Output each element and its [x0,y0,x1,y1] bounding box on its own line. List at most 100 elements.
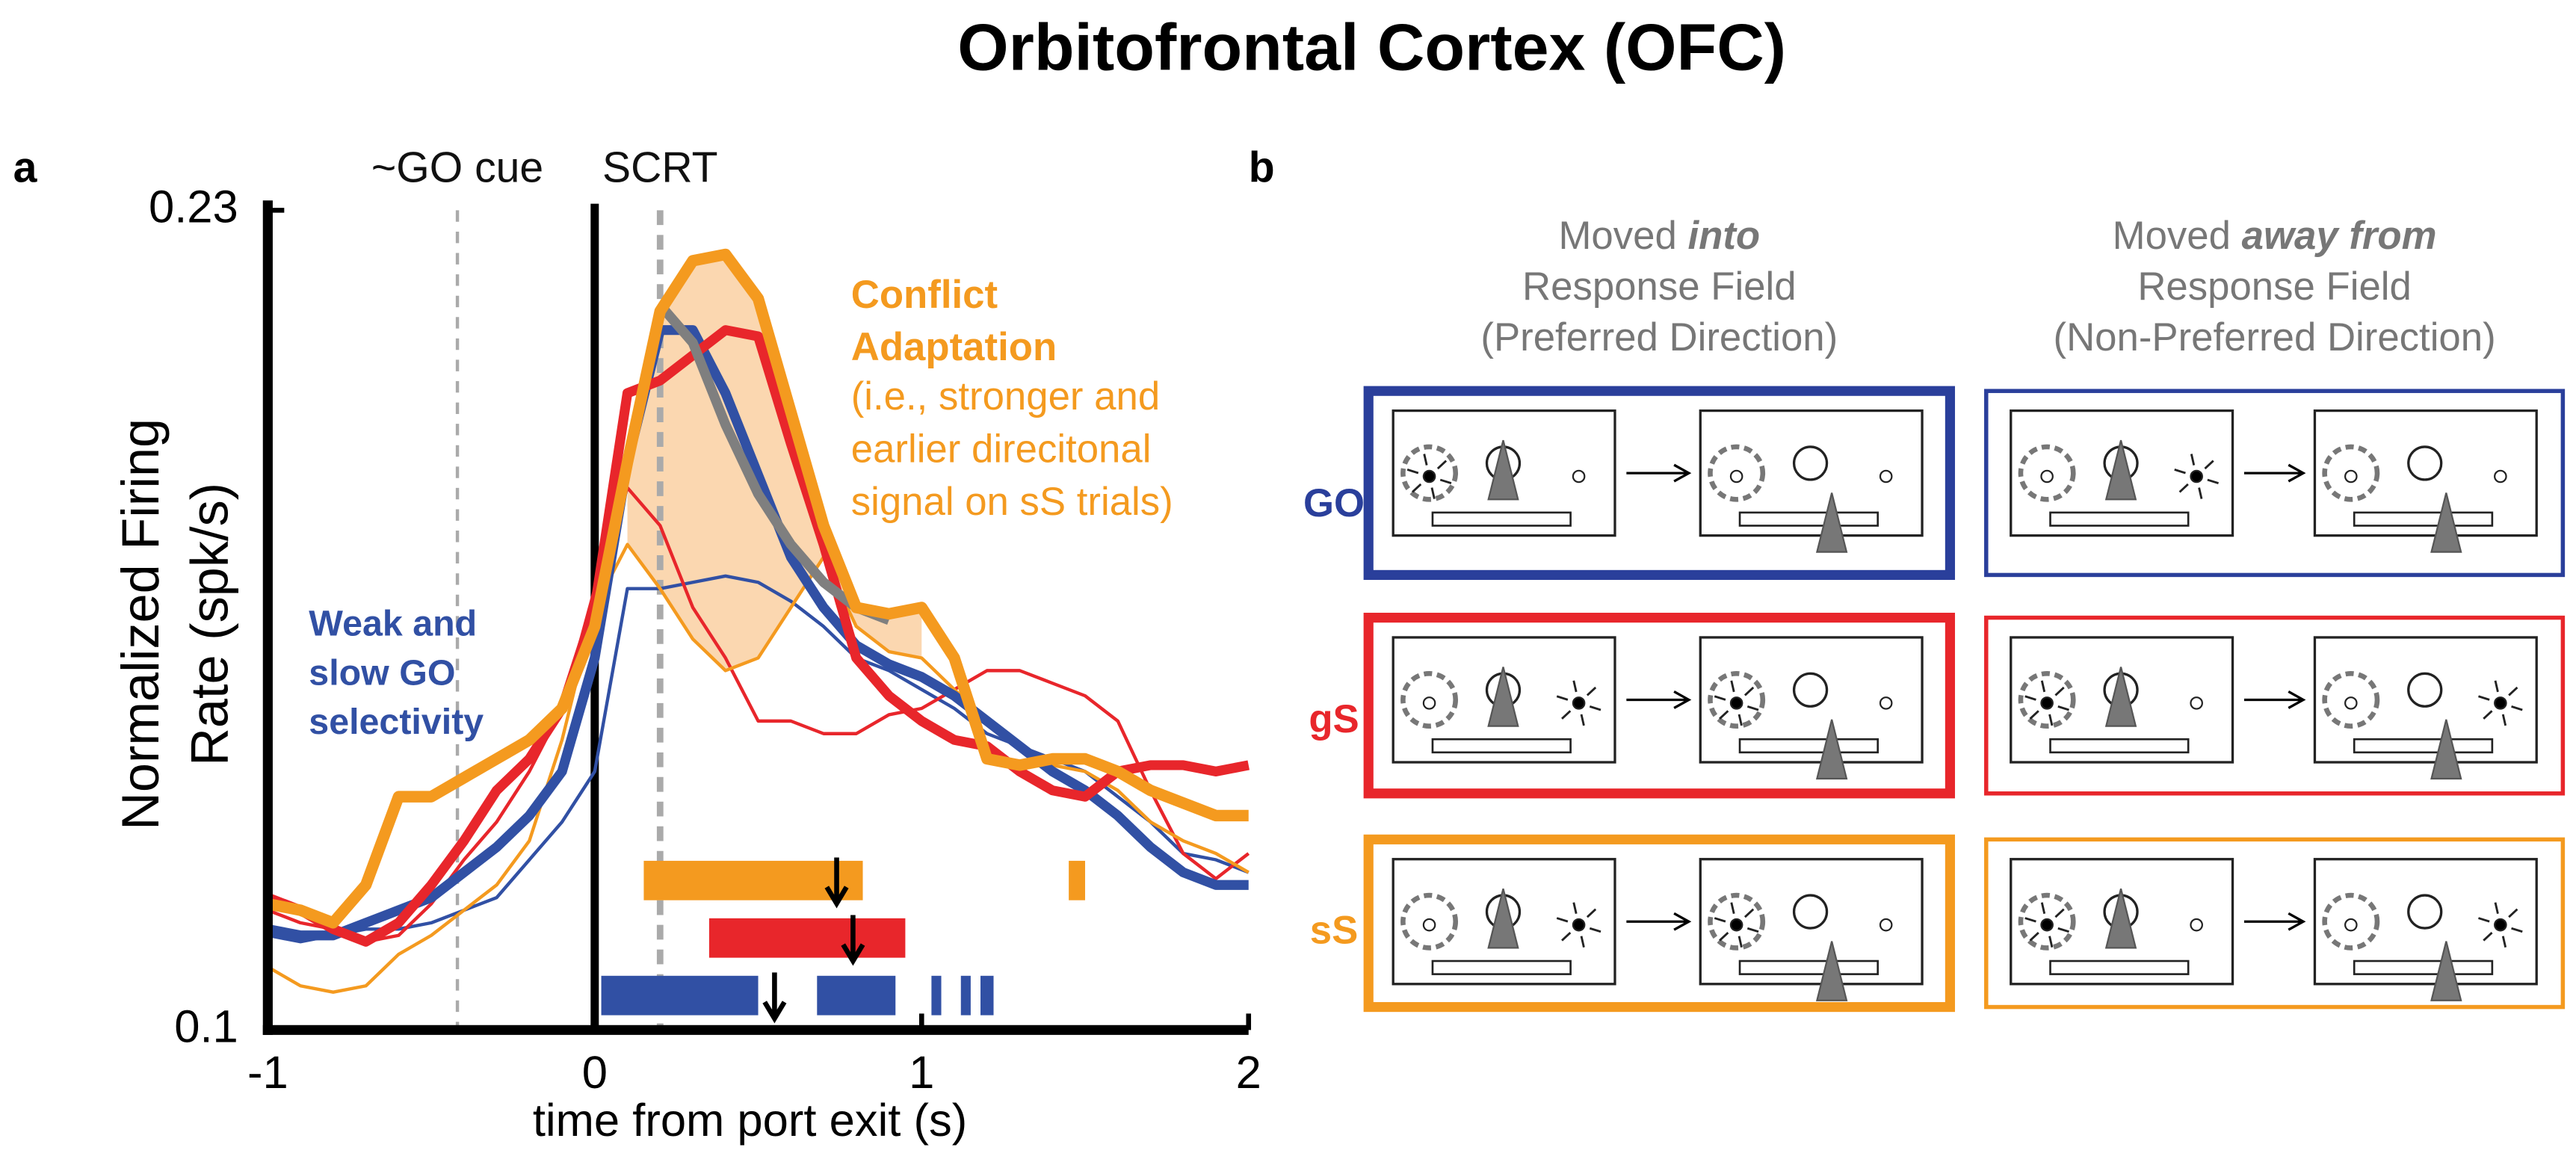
light-ray [1430,487,1436,499]
light-ray [1439,478,1452,484]
field [1400,671,1459,729]
row-label: sS [1310,909,1359,953]
side-port [1879,918,1893,932]
port-bar [2353,960,2494,975]
port-bar [2049,960,2190,975]
light-ray [2057,927,2069,933]
significance-bar [1069,860,1086,900]
light-ray [1714,917,1726,923]
light-ray [2024,695,2036,701]
light-ray [2483,710,2493,720]
side-port [2190,918,2203,932]
light-ray [1719,932,1729,942]
port-bar [1738,738,1880,754]
column-header: (Non-Preferred Direction) [2054,315,2496,359]
light-ray [2508,686,2518,696]
side-port [2344,696,2358,710]
x-tick-label: -1 [247,1047,288,1099]
series-line [267,543,1250,994]
light-ray [1730,902,1735,914]
port-bar [1738,960,1880,975]
column-header: (Preferred Direction) [1480,315,1838,359]
rat [1487,439,1519,501]
light-ray [2511,705,2523,711]
rat [1815,719,1848,780]
onset-arrow [762,972,787,1024]
light-ray [2054,686,2065,696]
rat [1815,492,1848,553]
annotation: Conflict [851,273,998,317]
light-ray [2501,936,2507,948]
port-bar [1431,738,1572,754]
light-ray [2190,454,2196,466]
event-label: ~GO cue [371,144,543,192]
port-bar [2353,511,2494,527]
light-ray [1580,714,1585,726]
field [1708,892,1766,951]
side-port [2190,696,2203,710]
light-ray [2508,908,2518,918]
port-bar [1431,511,1572,527]
light-ray [2494,902,2499,914]
side-port [2190,469,2203,483]
side-port [1572,696,1586,710]
rat [2104,667,2137,727]
header-emphasis: away from [2242,214,2437,258]
light-ray [2494,680,2499,693]
light-ray [1556,695,1569,701]
significance-bar [980,975,994,1016]
field [1708,671,1766,729]
light-ray [2198,487,2203,499]
side-port [2344,918,2358,932]
annotation: signal on sS trials) [851,480,1173,524]
light-ray [1586,908,1597,918]
light-ray [1572,680,1578,693]
light-ray [1746,705,1759,711]
series-line [267,486,1250,944]
light-ray [1406,469,1419,475]
light-ray [2483,932,2493,942]
port-bar [1738,511,1880,527]
series-line [266,248,1249,929]
arrow [2243,463,2306,483]
arrow [1626,912,1692,931]
center-port [1792,672,1829,708]
side-port [1572,918,1586,932]
light-ray [1561,932,1572,942]
side-port [1879,696,1893,710]
port-bar [2049,511,2190,527]
onset-arrow [824,857,849,909]
field [2322,671,2380,729]
light-ray [2040,902,2046,914]
series-line [265,325,1250,947]
column-header: Moved away from [2113,214,2437,258]
side-port [1572,469,1586,483]
field [1400,892,1459,951]
light-ray [2207,478,2219,484]
x-tick-label: 1 [909,1047,934,1099]
light-ray [2204,460,2214,470]
y-tick-label: 0.1 [174,1001,238,1053]
light-ray [1746,927,1759,933]
arrow [2243,690,2306,709]
light-ray [1730,680,1735,693]
x-tick-label: 0 [582,1047,608,1099]
port-bar [2353,738,2494,754]
event-label: SCRT [602,144,718,192]
light-ray [2029,932,2039,942]
light-ray [2174,469,2186,475]
light-ray [2029,710,2039,720]
light-ray [1719,710,1729,720]
rat [1487,667,1519,727]
annotation: Adaptation [851,325,1057,369]
annotation: selectivity [309,702,484,742]
light-ray [1714,695,1726,701]
rat [2430,492,2462,553]
annotation: earlier direcitonal [851,427,1152,471]
light-ray [1743,686,1755,696]
light-ray [1738,714,1743,726]
light-ray [2178,483,2189,493]
light-ray [2048,936,2054,948]
significance-bar [931,975,942,1016]
